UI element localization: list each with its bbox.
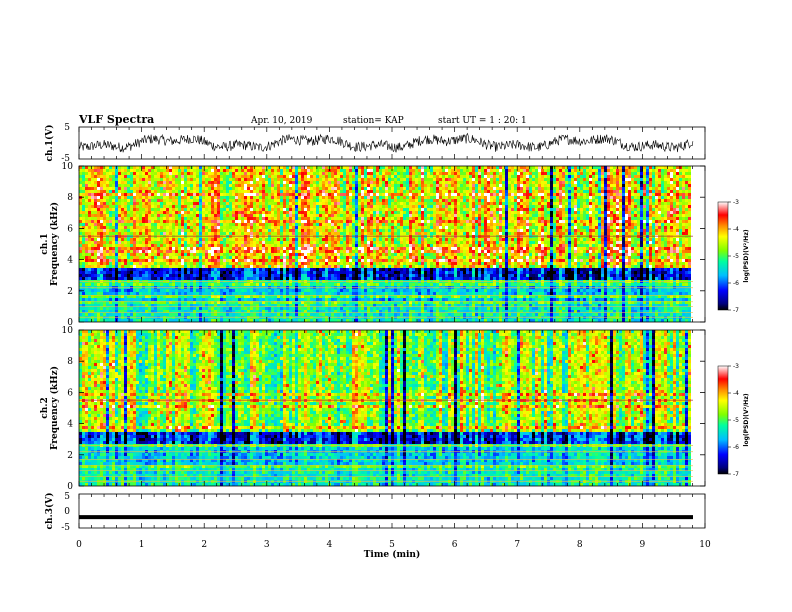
time-tick-label: 2 bbox=[201, 540, 207, 550]
ch1-waveform-frame bbox=[78, 126, 706, 160]
spec2-ticks-label: 8 bbox=[67, 357, 73, 367]
ch1-colorbar-label: log(PSD)(V²/Hz) bbox=[743, 229, 750, 282]
spec1-ticks-label: 6 bbox=[67, 224, 73, 234]
start-ut-label: start UT = 1 : 20: 1 bbox=[438, 116, 527, 126]
cb1-ticks-label: -3 bbox=[733, 199, 739, 206]
ch1-waveform-panel: 5 -5 ch.1(V) bbox=[44, 123, 706, 164]
time-tick-label: 8 bbox=[577, 540, 583, 550]
ch1-colorbar-ticks: -3 -4 -5 -6 -7 bbox=[728, 199, 739, 314]
cb2-ticks-label: -7 bbox=[733, 471, 739, 478]
ch1-waveform-line bbox=[78, 132, 694, 153]
ch2-spectrogram-image bbox=[79, 330, 705, 486]
ch2-spectrogram-channel-label: ch.2 bbox=[40, 397, 50, 418]
ch2-spectrogram-panel: 0 2 4 6 8 10 ch.2 Frequency (kHz) bbox=[40, 326, 706, 492]
ch3-ytick-mid: 0 bbox=[64, 507, 70, 517]
time-tick-label: 5 bbox=[389, 540, 395, 550]
ch1-colorbar-scale bbox=[717, 201, 729, 311]
cb1-ticks-label: -6 bbox=[733, 280, 739, 287]
ch1-ytick-bottom: -5 bbox=[61, 154, 70, 164]
spec1-ticks-label: 8 bbox=[67, 193, 73, 203]
station-label: station= KAP bbox=[343, 116, 404, 126]
ch1-colorbar: -3 -4 -5 -6 -7 log(PSD)(V²/Hz) bbox=[717, 199, 750, 314]
ch1-spectrogram-panel: 0 2 4 6 8 10 ch.1 Frequency (kHz) bbox=[40, 162, 706, 328]
time-axis-label: Time (min) bbox=[364, 549, 421, 560]
ch1-spectrogram-yticks: 0 2 4 6 8 10 bbox=[62, 162, 705, 328]
ch3-ytick-bottom: -5 bbox=[61, 523, 70, 533]
ch3-waveform-panel: 5 0 -5 ch.3(V) 0 1 2 3 4 5 6 7 8 9 10 Time (min) bbox=[44, 127, 711, 560]
cb2-ticks-label: -4 bbox=[733, 390, 739, 397]
ch2-colorbar-label: log(PSD)(V²/Hz) bbox=[743, 393, 750, 446]
ch3-ytick-top: 5 bbox=[64, 492, 70, 502]
spec1-ticks-label: 2 bbox=[67, 287, 73, 297]
ch2-spectrogram-ylabel: Frequency (kHz) bbox=[49, 366, 60, 450]
spec2-ticks-label: 10 bbox=[62, 326, 74, 336]
ch2-colorbar-scale bbox=[717, 365, 729, 475]
spec1-ticks-label: 10 bbox=[62, 162, 74, 172]
spec1-ticks-label: 4 bbox=[67, 256, 73, 266]
cb2-ticks-label: -3 bbox=[733, 363, 739, 370]
time-tick-label: 10 bbox=[699, 540, 711, 550]
cb1-ticks-label: -5 bbox=[733, 253, 739, 260]
time-tick-label: 9 bbox=[640, 540, 646, 550]
ch2-colorbar-ticks: -3 -4 -5 -6 -7 bbox=[728, 363, 739, 478]
ch1-spectrogram-channel-label: ch.1 bbox=[40, 233, 50, 254]
time-tick-label: 6 bbox=[452, 540, 458, 550]
time-axis-ticks: 0 1 2 3 4 5 6 7 8 9 10 bbox=[76, 127, 711, 550]
cb2-ticks-label: -6 bbox=[733, 444, 739, 451]
ch1-waveform-ylabel: ch.1(V) bbox=[44, 125, 55, 162]
spec2-ticks-label: 4 bbox=[67, 420, 73, 430]
time-tick-label: 7 bbox=[514, 540, 520, 550]
time-tick-label: 4 bbox=[327, 540, 333, 550]
ch1-spectrogram-image bbox=[79, 166, 705, 322]
time-tick-label: 0 bbox=[76, 540, 82, 550]
ch3-waveform-ylabel: ch.3(V) bbox=[44, 493, 55, 530]
spec1-ticks-label: 0 bbox=[67, 318, 73, 328]
ch2-colorbar: -3 -4 -5 -6 -7 log(PSD)(V²/Hz) bbox=[717, 363, 750, 478]
figure-title: VLF Spectra bbox=[78, 113, 154, 126]
cb2-ticks-label: -5 bbox=[733, 417, 739, 424]
date-label: Apr. 10, 2019 bbox=[250, 116, 313, 126]
spec2-ticks-label: 2 bbox=[67, 451, 73, 461]
ch1-ytick-top: 5 bbox=[64, 123, 70, 133]
cb1-ticks-label: -4 bbox=[733, 226, 739, 233]
time-tick-label: 1 bbox=[139, 540, 145, 550]
spec2-ticks-label: 0 bbox=[67, 482, 73, 492]
ch1-spectrogram-ylabel: Frequency (kHz) bbox=[49, 202, 60, 286]
ch3-waveform-frame bbox=[78, 493, 706, 529]
time-tick-label: 3 bbox=[264, 540, 270, 550]
ch2-spectrogram-yticks: 0 2 4 6 8 10 bbox=[62, 326, 705, 492]
cb1-ticks-label: -7 bbox=[733, 307, 739, 314]
spec2-ticks-label: 6 bbox=[67, 388, 73, 398]
